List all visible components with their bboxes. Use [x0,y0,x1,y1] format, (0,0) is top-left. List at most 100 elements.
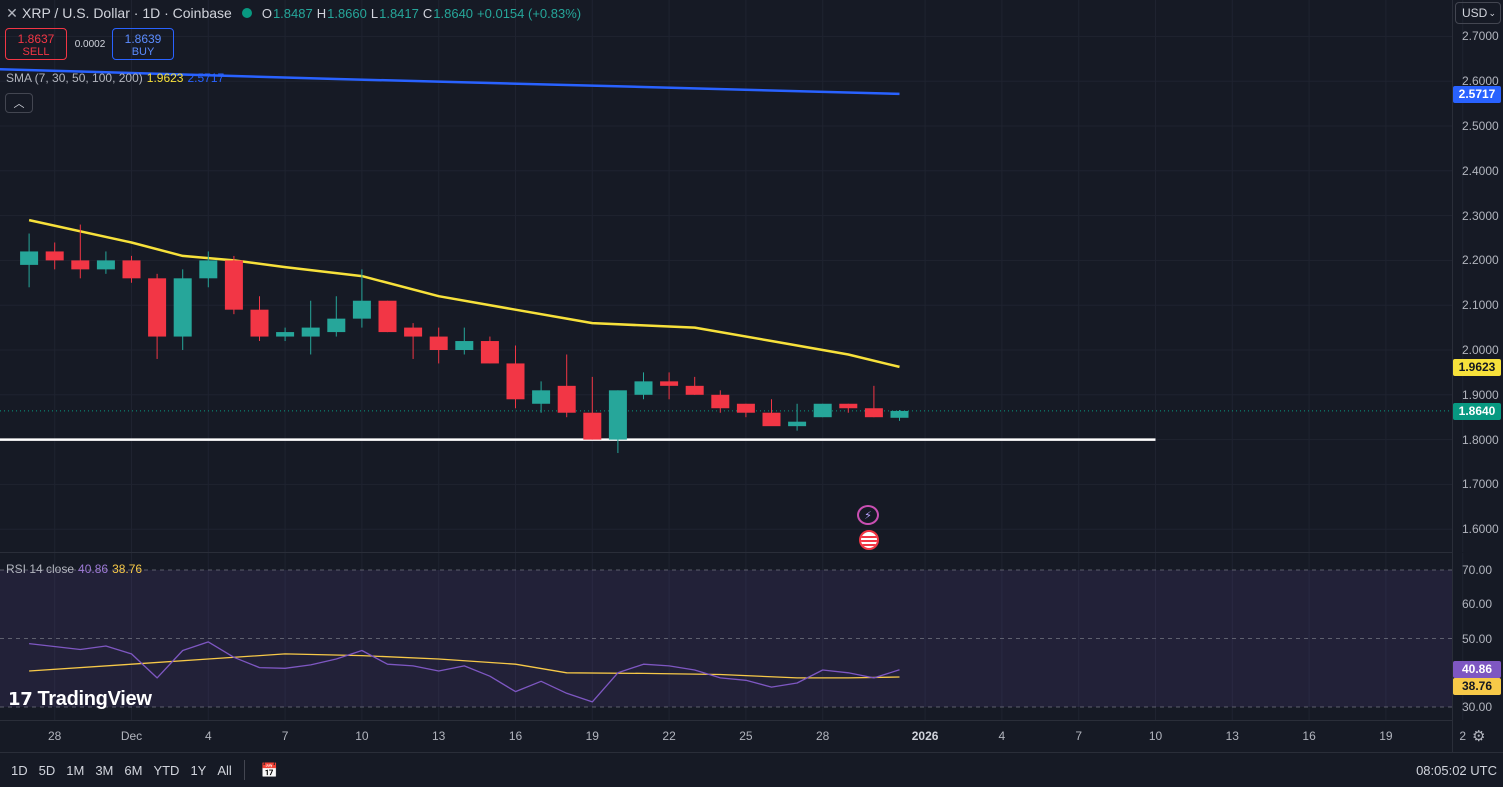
sell-button[interactable]: 1.8637 SELL [5,28,67,60]
time-tick-label: 22 [662,729,676,743]
candle-body [199,260,218,279]
price-chart-canvas[interactable] [0,0,1503,752]
price-tick-label: 2.0000 [1462,343,1499,357]
us-flag-event-icon[interactable] [859,530,879,550]
candle-body [148,278,167,337]
price-axis-value-label: 1.8640 [1453,402,1501,420]
ohlc-high-value: 1.8660 [327,5,367,21]
rsi-value: 40.86 [78,562,109,576]
candle-body [71,260,90,270]
candle-body [250,309,269,337]
time-tick-label: 28 [48,729,62,743]
timeframe-all[interactable]: All [217,762,232,778]
candle-body [352,300,371,319]
rsi-line [29,641,900,703]
price-tick-label: 2.5000 [1462,119,1499,133]
candle-body [634,381,653,395]
rsi-tick-label: 60.00 [1462,597,1493,612]
candle-body [378,300,397,333]
timeframe-1m[interactable]: 1M [66,762,85,778]
time-tick-label: 4 [204,729,212,743]
candle-body [762,412,781,427]
buy-label: BUY [131,46,155,58]
time-tick-label: 19 [1379,729,1393,743]
bottom-toolbar: 1D 5D 1M 3M 6M YTD 1Y All 📅 08:05:02 UTC [0,752,1503,787]
rsi-tick-label: 30.00 [1462,700,1493,714]
symbol-header: ✕ XRP / U.S. Dollar · 1D · Coinbase O 1.8… [0,0,581,26]
toolbar-divider [243,760,245,780]
tradingview-logo-icon: 𝟭𝟳 [8,689,33,709]
candle-body [608,390,627,440]
candle-body [890,410,909,418]
price-tick-label: 1.9000 [1462,387,1499,402]
price-axis-value-label: 1.9623 [1453,358,1501,376]
sma-blue-value: 2.5717 [187,71,225,85]
candle-body [711,394,730,409]
ohlc-close-value: 1.8640 [433,5,474,21]
candle-body [429,336,448,350]
ohlc-close-label: C [422,5,433,21]
price-tick-label: 2.4000 [1462,163,1499,178]
candle-body [480,341,499,364]
candle-body [327,318,346,333]
lightning-event-icon[interactable]: ⚡ [857,505,879,525]
tradingview-logo[interactable]: 𝟭𝟳 TradingView [8,688,152,711]
candle-body [301,327,320,337]
calendar-range-icon[interactable]: 📅 [260,762,279,778]
sma-blue-line [0,67,900,96]
sell-price: 1.8637 [17,32,55,46]
price-tick-label: 1.7000 [1462,477,1499,492]
timeframe-ytd[interactable]: YTD [153,762,180,778]
candle-body [506,363,525,400]
symbol-title[interactable]: XRP / U.S. Dollar · 1D · Coinbase [22,5,232,21]
candle-body [557,385,576,413]
time-tick-label: 28 [816,729,830,743]
logo-text: TradingView [37,688,152,710]
price-tick-label: 2.2000 [1462,253,1499,268]
time-tick-label: 10 [355,729,369,743]
rsi-ma-line [29,653,900,679]
sma-indicator-legend[interactable]: SMA (7, 30, 50, 100, 200) 1.9623 2.5717 [6,71,224,87]
candle-body [173,278,192,337]
candle-body [583,412,602,440]
time-tick-label: 16 [508,729,523,743]
spread-value: 0.0002 [74,39,106,50]
candle-body [813,403,832,418]
candle-body [685,385,704,395]
rsi-tick-label: 50.00 [1462,631,1493,646]
candle-body [20,251,39,265]
rsi-indicator-legend[interactable]: RSI 14 close 40.86 38.76 [6,562,142,578]
candle-body [660,381,679,386]
candle-body [864,408,883,418]
timeframe-1y[interactable]: 1Y [190,762,207,778]
rsi-axis-value-label: 38.76 [1453,677,1501,695]
time-tick-label: 19 [585,729,599,743]
rsi-axis-value-label: 40.86 [1453,660,1501,678]
buy-button[interactable]: 1.8639 BUY [112,28,174,60]
gear-icon[interactable]: ⚙ [1472,728,1486,745]
ohlc-low-label: L [370,5,379,21]
utc-clock[interactable]: 08:05:02 UTC [1416,763,1497,778]
time-tick-label: 13 [432,729,446,743]
currency-selector[interactable]: USD ⌄ [1455,2,1501,24]
time-tick-label: 13 [1225,729,1239,743]
price-tick-label: 2.6000 [1462,74,1499,89]
currency-label: USD [1462,6,1488,20]
candle-body [736,403,755,413]
candle-body [404,327,423,337]
price-change: +0.0154 (+0.83%) [477,5,582,21]
candle-body [532,390,551,404]
candle-body [224,260,243,310]
timeframe-3m[interactable]: 3M [95,762,114,778]
candle-body [276,332,295,337]
timeframe-5d[interactable]: 5D [38,762,56,778]
collapse-indicators-button[interactable]: ︿ [5,93,33,113]
timeframe-1d[interactable]: 1D [11,762,28,778]
sma-label: SMA (7, 30, 50, 100, 200) [6,71,143,85]
price-axis-value-label: 2.5717 [1453,85,1501,103]
candle-body [788,421,807,427]
price-tick-label: 2.7000 [1462,29,1499,44]
chevron-down-icon: ⌄ [1488,8,1496,18]
ohlc-open-label: O [261,5,272,21]
timeframe-6m[interactable]: 6M [124,762,143,778]
